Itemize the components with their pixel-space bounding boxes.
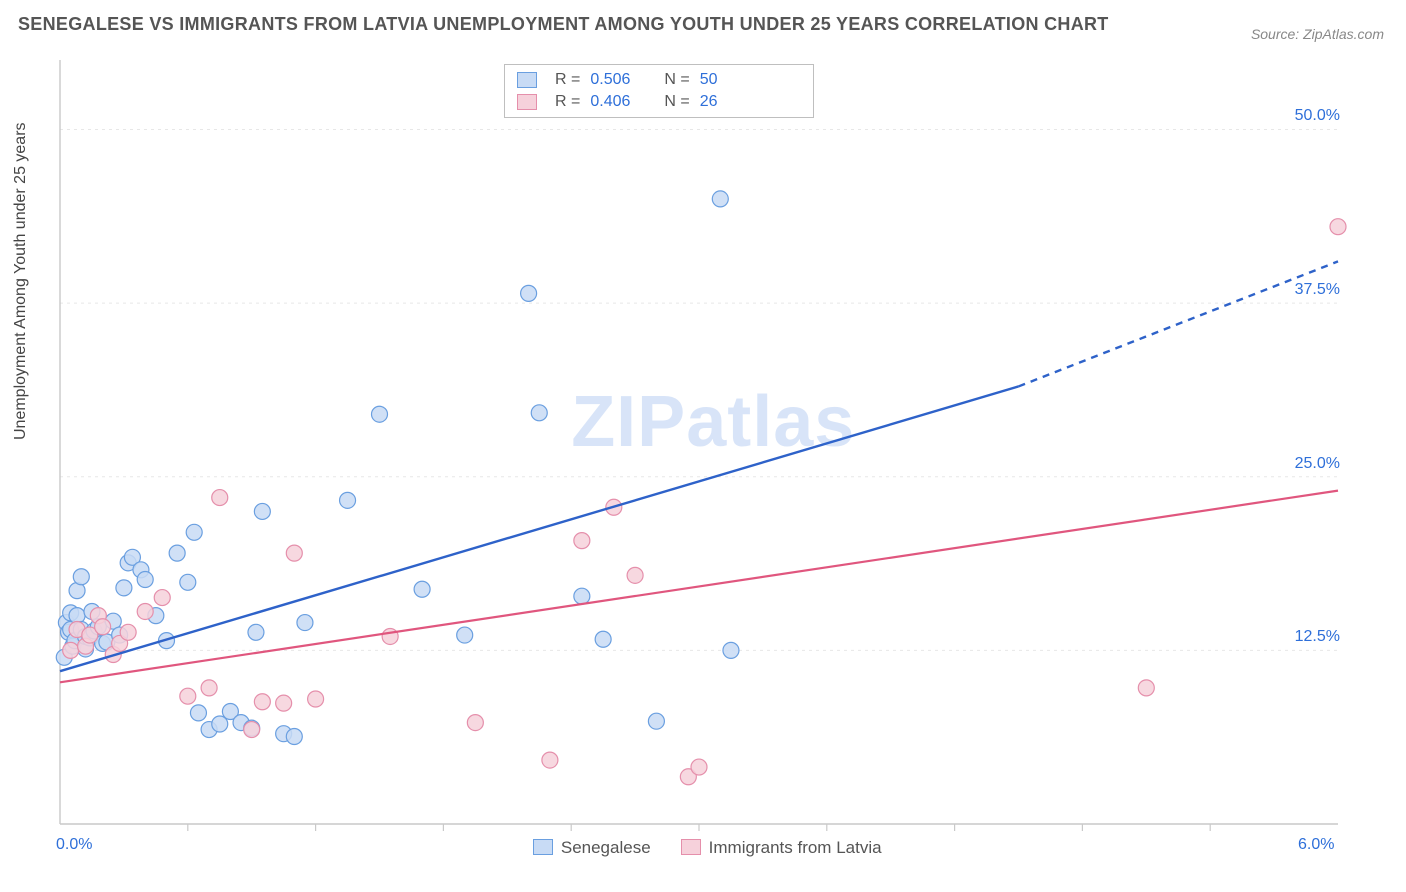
legend-series-item: Senegalese: [533, 838, 651, 858]
legend-series-item: Immigrants from Latvia: [681, 838, 882, 858]
x-axis-max-label: 6.0%: [1298, 836, 1334, 854]
x-axis-min-label: 0.0%: [56, 836, 92, 854]
r-label: R =: [555, 93, 580, 111]
legend-series: Senegalese Immigrants from Latvia: [533, 838, 882, 858]
n-label: N =: [664, 71, 689, 89]
y-tick-label: 12.5%: [1280, 628, 1340, 646]
legend-swatch: [533, 839, 553, 855]
n-value: 50: [700, 71, 718, 89]
legend-swatch: [517, 94, 537, 110]
legend-series-label: Senegalese: [561, 838, 651, 857]
chart-plot: ZIPatlas R = 0.506 N = 50 R = 0.406 N = 26 Sene…: [50, 54, 1380, 854]
chart-title: SENEGALESE VS IMMIGRANTS FROM LATVIA UNE…: [18, 14, 1109, 35]
r-value: 0.406: [590, 93, 630, 111]
y-tick-label: 37.5%: [1280, 281, 1340, 299]
y-axis-label: Unemployment Among Youth under 25 years: [12, 122, 30, 440]
r-label: R =: [555, 71, 580, 89]
legend-stats-row: R = 0.506 N = 50: [517, 69, 801, 91]
legend-stats: R = 0.506 N = 50 R = 0.406 N = 26: [504, 64, 814, 118]
r-value: 0.506: [590, 71, 630, 89]
legend-swatch: [517, 72, 537, 88]
n-label: N =: [664, 93, 689, 111]
y-tick-label: 25.0%: [1280, 455, 1340, 473]
legend-stats-row: R = 0.406 N = 26: [517, 91, 801, 113]
legend-swatch: [681, 839, 701, 855]
n-value: 26: [700, 93, 718, 111]
watermark: ZIPatlas: [571, 381, 855, 463]
y-tick-label: 50.0%: [1280, 107, 1340, 125]
source-attribution: Source: ZipAtlas.com: [1251, 26, 1384, 42]
legend-series-label: Immigrants from Latvia: [709, 838, 882, 857]
